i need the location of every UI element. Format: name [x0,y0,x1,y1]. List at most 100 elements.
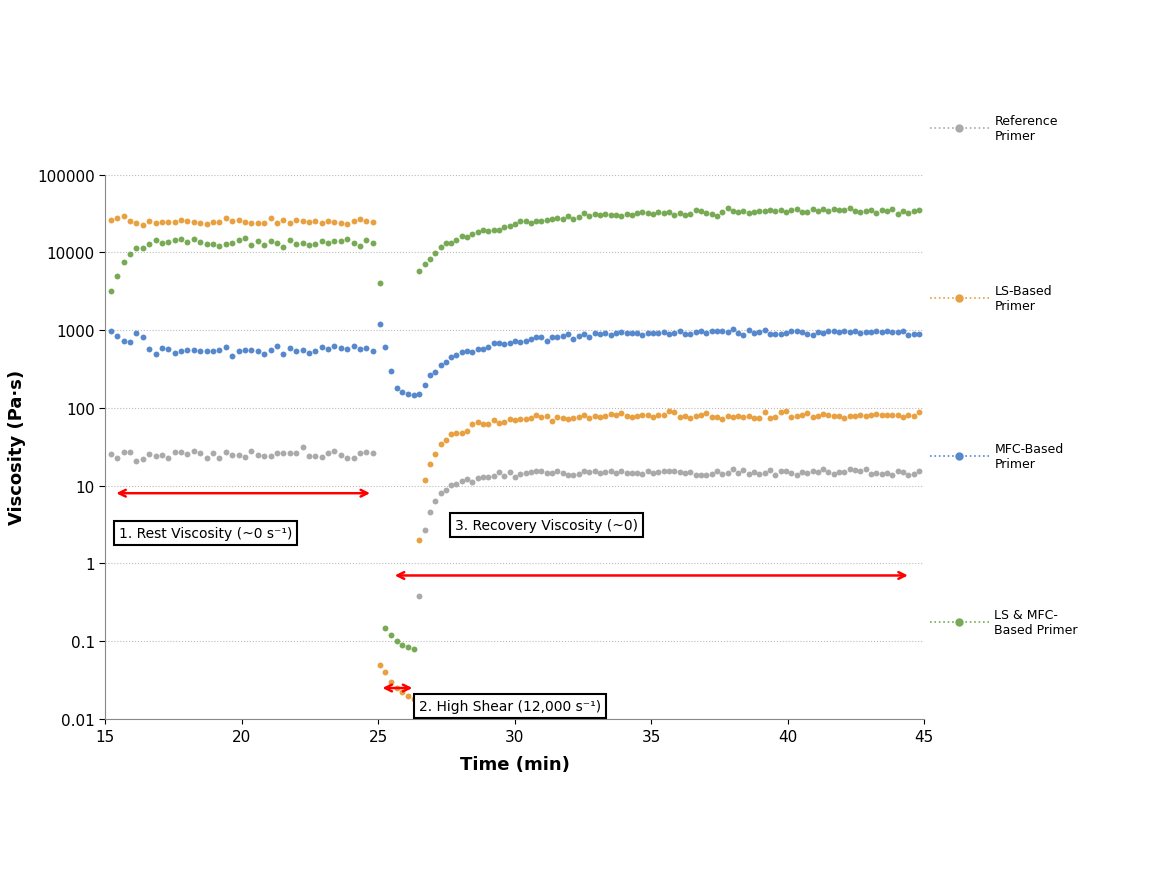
Point [675,209,694,223]
Point [819,325,838,339]
Text: 3. Recovery Viscosity (~0): 3. Recovery Viscosity (~0) [455,518,638,532]
Point [766,327,785,341]
Point [601,464,620,478]
Point [364,237,383,251]
Point [675,467,694,481]
Point [255,239,274,253]
Point [185,232,204,246]
Point [585,208,604,222]
Point [825,203,844,217]
Point [393,638,412,652]
Point [570,330,589,344]
Point [899,328,917,342]
Point [867,407,886,421]
Point [294,441,312,455]
Point [489,224,508,238]
Point [899,206,917,220]
Point [501,412,519,426]
Point [235,216,254,230]
Point [665,464,683,478]
Point [300,239,318,253]
Point [381,364,400,378]
Point [617,327,635,341]
Point [718,325,737,339]
Point [185,344,204,358]
Point [649,466,668,480]
Point [229,213,248,227]
Point [734,410,752,424]
Point [410,589,428,603]
Point [543,331,562,345]
Point [691,204,710,218]
Point [585,464,604,478]
Point [415,378,434,392]
Point [115,256,133,270]
Point [484,224,503,238]
Point [338,232,357,246]
Point [159,451,178,465]
Point [723,410,742,424]
Point [294,344,312,358]
Point [580,210,599,224]
Point [484,469,503,483]
Point [756,205,775,219]
Point [484,413,503,427]
Point [654,325,673,339]
Point [410,533,428,547]
Point [463,417,482,431]
Point [909,465,928,479]
Point [835,411,854,425]
Point [318,343,337,357]
Point [660,328,679,342]
Point [894,466,913,480]
Point [803,410,821,424]
Point [782,203,800,217]
Point [468,226,487,240]
Point [904,467,923,481]
Point [426,366,445,380]
Point [152,216,171,230]
Point [474,225,493,239]
Point [867,467,886,481]
Point [159,217,178,231]
Point [585,410,604,424]
Point [601,209,620,223]
Point [463,227,482,241]
Point [580,412,599,426]
Point [543,467,562,481]
Point [405,692,424,706]
Point [633,206,652,220]
Point [756,324,775,338]
Point [222,350,241,364]
Point [665,406,683,420]
Point [172,446,191,460]
Point [570,210,589,225]
Point [381,675,400,689]
Point [121,336,139,350]
Point [819,408,838,422]
Point [242,217,261,232]
Point [861,203,880,217]
Point [351,239,370,253]
Point [338,451,357,465]
Point [191,446,209,460]
Point [909,203,928,217]
Point [457,231,476,245]
Point [904,409,923,423]
Point [242,239,261,253]
Point [178,343,197,357]
Point [617,208,635,222]
Point [622,327,641,341]
Point [792,325,811,339]
Point [792,409,811,423]
Point [835,204,854,218]
Point [628,327,647,341]
Point [146,348,165,362]
Point [357,342,376,356]
Point [708,465,727,479]
Point [274,214,292,228]
Point [318,237,337,251]
Point [532,410,551,424]
Point [909,405,928,419]
Point [670,324,689,339]
